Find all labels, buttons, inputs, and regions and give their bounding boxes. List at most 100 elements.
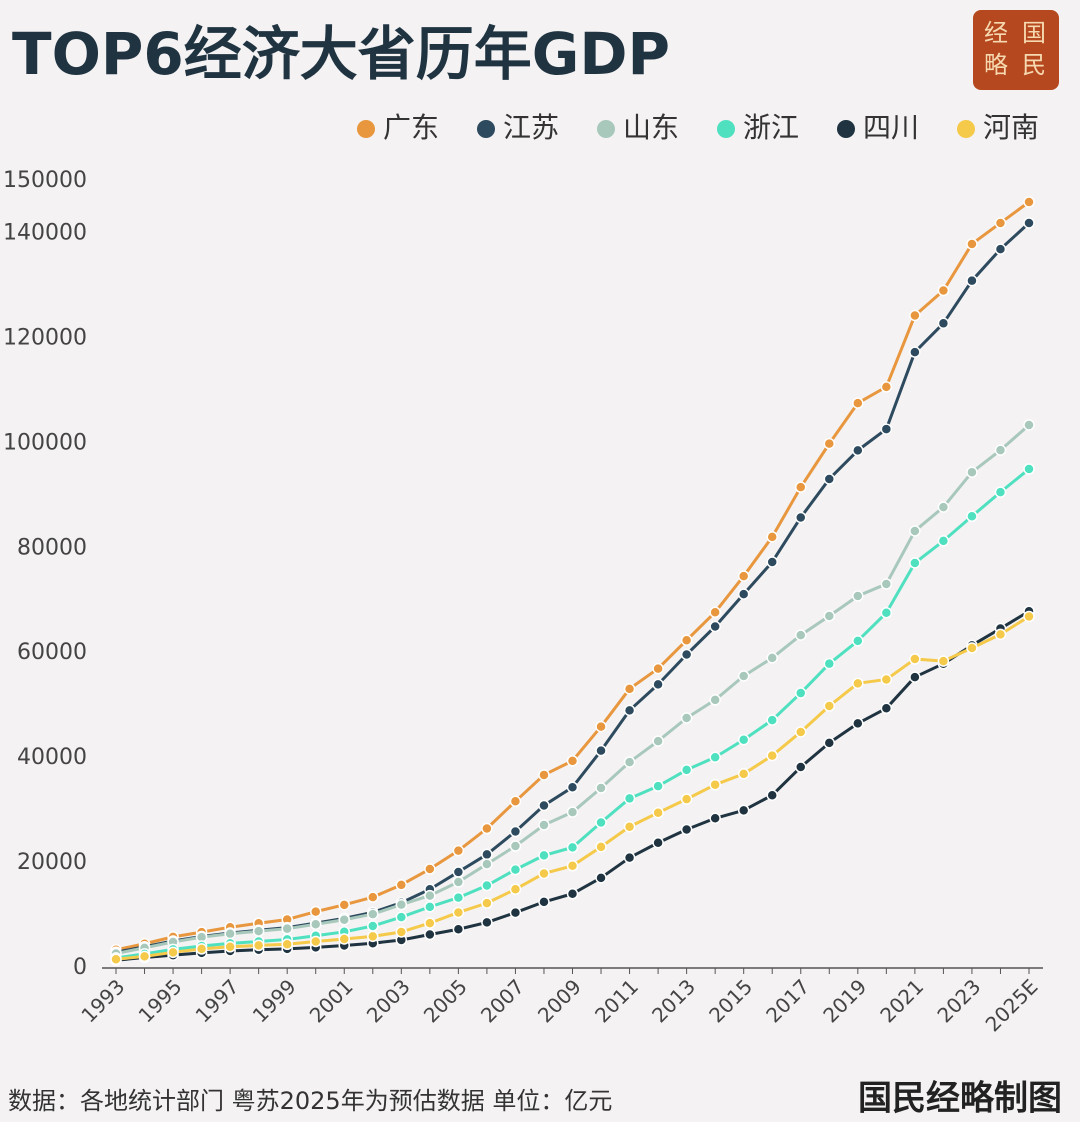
data-point	[994, 243, 1007, 255]
data-point	[680, 764, 693, 776]
data-point	[823, 437, 836, 450]
data-point	[309, 905, 322, 918]
data-point	[652, 836, 664, 849]
logo-char: 略	[984, 51, 1008, 79]
data-point	[309, 918, 322, 931]
data-point	[795, 726, 807, 738]
data-point	[880, 607, 893, 619]
data-point	[823, 473, 836, 485]
data-point	[566, 860, 579, 872]
data-point	[623, 756, 636, 768]
data-point	[737, 804, 750, 817]
data-point	[766, 652, 778, 664]
data-point	[509, 883, 522, 895]
data-point	[709, 778, 721, 791]
data-point	[766, 531, 778, 543]
data-point	[481, 858, 493, 870]
data-point	[367, 908, 379, 920]
data-point	[481, 897, 493, 909]
data-point	[966, 510, 978, 523]
series-line	[115, 467, 1030, 960]
data-point	[823, 610, 836, 622]
data-point	[966, 274, 978, 287]
data-point	[852, 397, 864, 409]
data-point	[595, 744, 607, 757]
data-point	[880, 578, 893, 590]
data-point	[110, 953, 122, 966]
data-point	[766, 714, 778, 726]
source-note: 数据：各地统计部门 粤苏2025年为预估数据 单位：亿元	[8, 1087, 612, 1115]
data-point	[909, 525, 921, 537]
logo-char: 国	[1022, 19, 1046, 47]
data-point	[680, 823, 693, 836]
data-point	[138, 950, 151, 963]
data-point	[909, 557, 921, 569]
legend-marker	[597, 120, 615, 138]
data-point	[309, 935, 322, 948]
data-point	[595, 720, 607, 733]
data-point	[452, 844, 465, 857]
data-point	[424, 863, 436, 875]
data-point	[509, 906, 522, 919]
data-point	[823, 737, 836, 749]
data-point	[766, 789, 778, 801]
x-tick-label: 1997	[191, 974, 244, 1027]
x-tick-label: 2025E	[981, 974, 1043, 1036]
data-point	[652, 662, 664, 675]
legend-marker	[717, 120, 735, 138]
data-point	[252, 925, 265, 937]
data-point	[395, 911, 408, 923]
data-point	[481, 848, 493, 861]
y-tick-label: 120000	[3, 325, 87, 350]
data-point	[1023, 196, 1035, 208]
credit: 国民经略制图	[858, 1079, 1062, 1119]
legend-marker	[837, 120, 855, 138]
data-point	[566, 806, 579, 818]
data-point	[937, 535, 950, 547]
data-point	[395, 879, 408, 891]
data-point	[509, 825, 522, 838]
data-point	[395, 898, 408, 911]
data-point	[737, 733, 750, 746]
data-point	[766, 749, 778, 762]
data-point	[195, 943, 208, 955]
x-tick-label: 2011	[590, 974, 643, 1027]
data-point	[509, 840, 522, 852]
data-point	[481, 879, 493, 892]
data-point	[338, 933, 350, 945]
x-tick-label: 2015	[704, 974, 757, 1027]
logo-box	[973, 10, 1059, 90]
data-point	[509, 795, 522, 808]
data-point	[737, 768, 750, 780]
y-tick-label: 150000	[3, 168, 87, 193]
data-point	[994, 628, 1007, 641]
data-point	[852, 717, 864, 730]
y-tick-label: 100000	[3, 430, 87, 455]
x-tick-label: 1995	[134, 974, 187, 1027]
x-tick-label: 1993	[76, 974, 129, 1027]
data-point	[252, 939, 265, 952]
data-point	[994, 486, 1007, 498]
data-point	[367, 930, 379, 943]
data-point	[566, 888, 579, 900]
data-point	[623, 683, 636, 695]
data-point	[281, 938, 293, 951]
data-point	[994, 444, 1007, 456]
legend-label: 浙江	[743, 111, 799, 144]
legend-marker	[357, 120, 375, 138]
data-point	[880, 702, 893, 715]
data-point	[1023, 217, 1035, 229]
data-point	[909, 671, 921, 683]
data-point	[481, 916, 493, 929]
data-point	[452, 876, 465, 888]
data-point	[623, 704, 636, 717]
data-point	[595, 841, 607, 853]
data-point	[509, 863, 522, 876]
data-point	[566, 755, 579, 767]
y-tick-label: 0	[73, 955, 87, 980]
legend-label: 广东	[383, 111, 439, 144]
legend-marker	[957, 120, 975, 138]
data-point	[709, 620, 721, 633]
data-point	[538, 769, 550, 781]
